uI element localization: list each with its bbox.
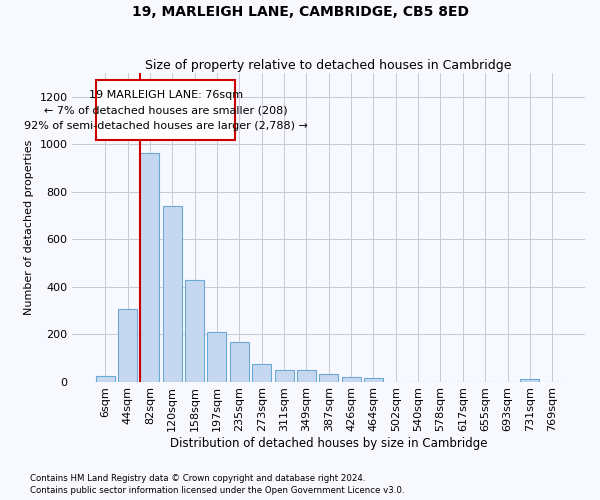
Text: 19, MARLEIGH LANE, CAMBRIDGE, CB5 8ED: 19, MARLEIGH LANE, CAMBRIDGE, CB5 8ED [131, 5, 469, 19]
Bar [230, 342, 249, 382]
Bar [140, 153, 160, 382]
Bar [297, 370, 316, 382]
Bar [185, 280, 204, 382]
Bar [275, 370, 293, 382]
Title: Size of property relative to detached houses in Cambridge: Size of property relative to detached ho… [145, 59, 512, 72]
Text: 92% of semi-detached houses are larger (2,788) →: 92% of semi-detached houses are larger (… [23, 120, 308, 130]
Bar [163, 206, 182, 382]
Text: Contains HM Land Registry data © Crown copyright and database right 2024.
Contai: Contains HM Land Registry data © Crown c… [30, 474, 404, 495]
Bar [520, 378, 539, 382]
FancyBboxPatch shape [96, 80, 235, 140]
Text: 19 MARLEIGH LANE: 76sqm: 19 MARLEIGH LANE: 76sqm [89, 90, 242, 100]
X-axis label: Distribution of detached houses by size in Cambridge: Distribution of detached houses by size … [170, 437, 487, 450]
Text: ← 7% of detached houses are smaller (208): ← 7% of detached houses are smaller (208… [44, 105, 287, 115]
Y-axis label: Number of detached properties: Number of detached properties [24, 140, 34, 315]
Bar [118, 308, 137, 382]
Bar [364, 378, 383, 382]
Bar [341, 378, 361, 382]
Bar [319, 374, 338, 382]
Bar [208, 332, 226, 382]
Bar [252, 364, 271, 382]
Bar [96, 376, 115, 382]
